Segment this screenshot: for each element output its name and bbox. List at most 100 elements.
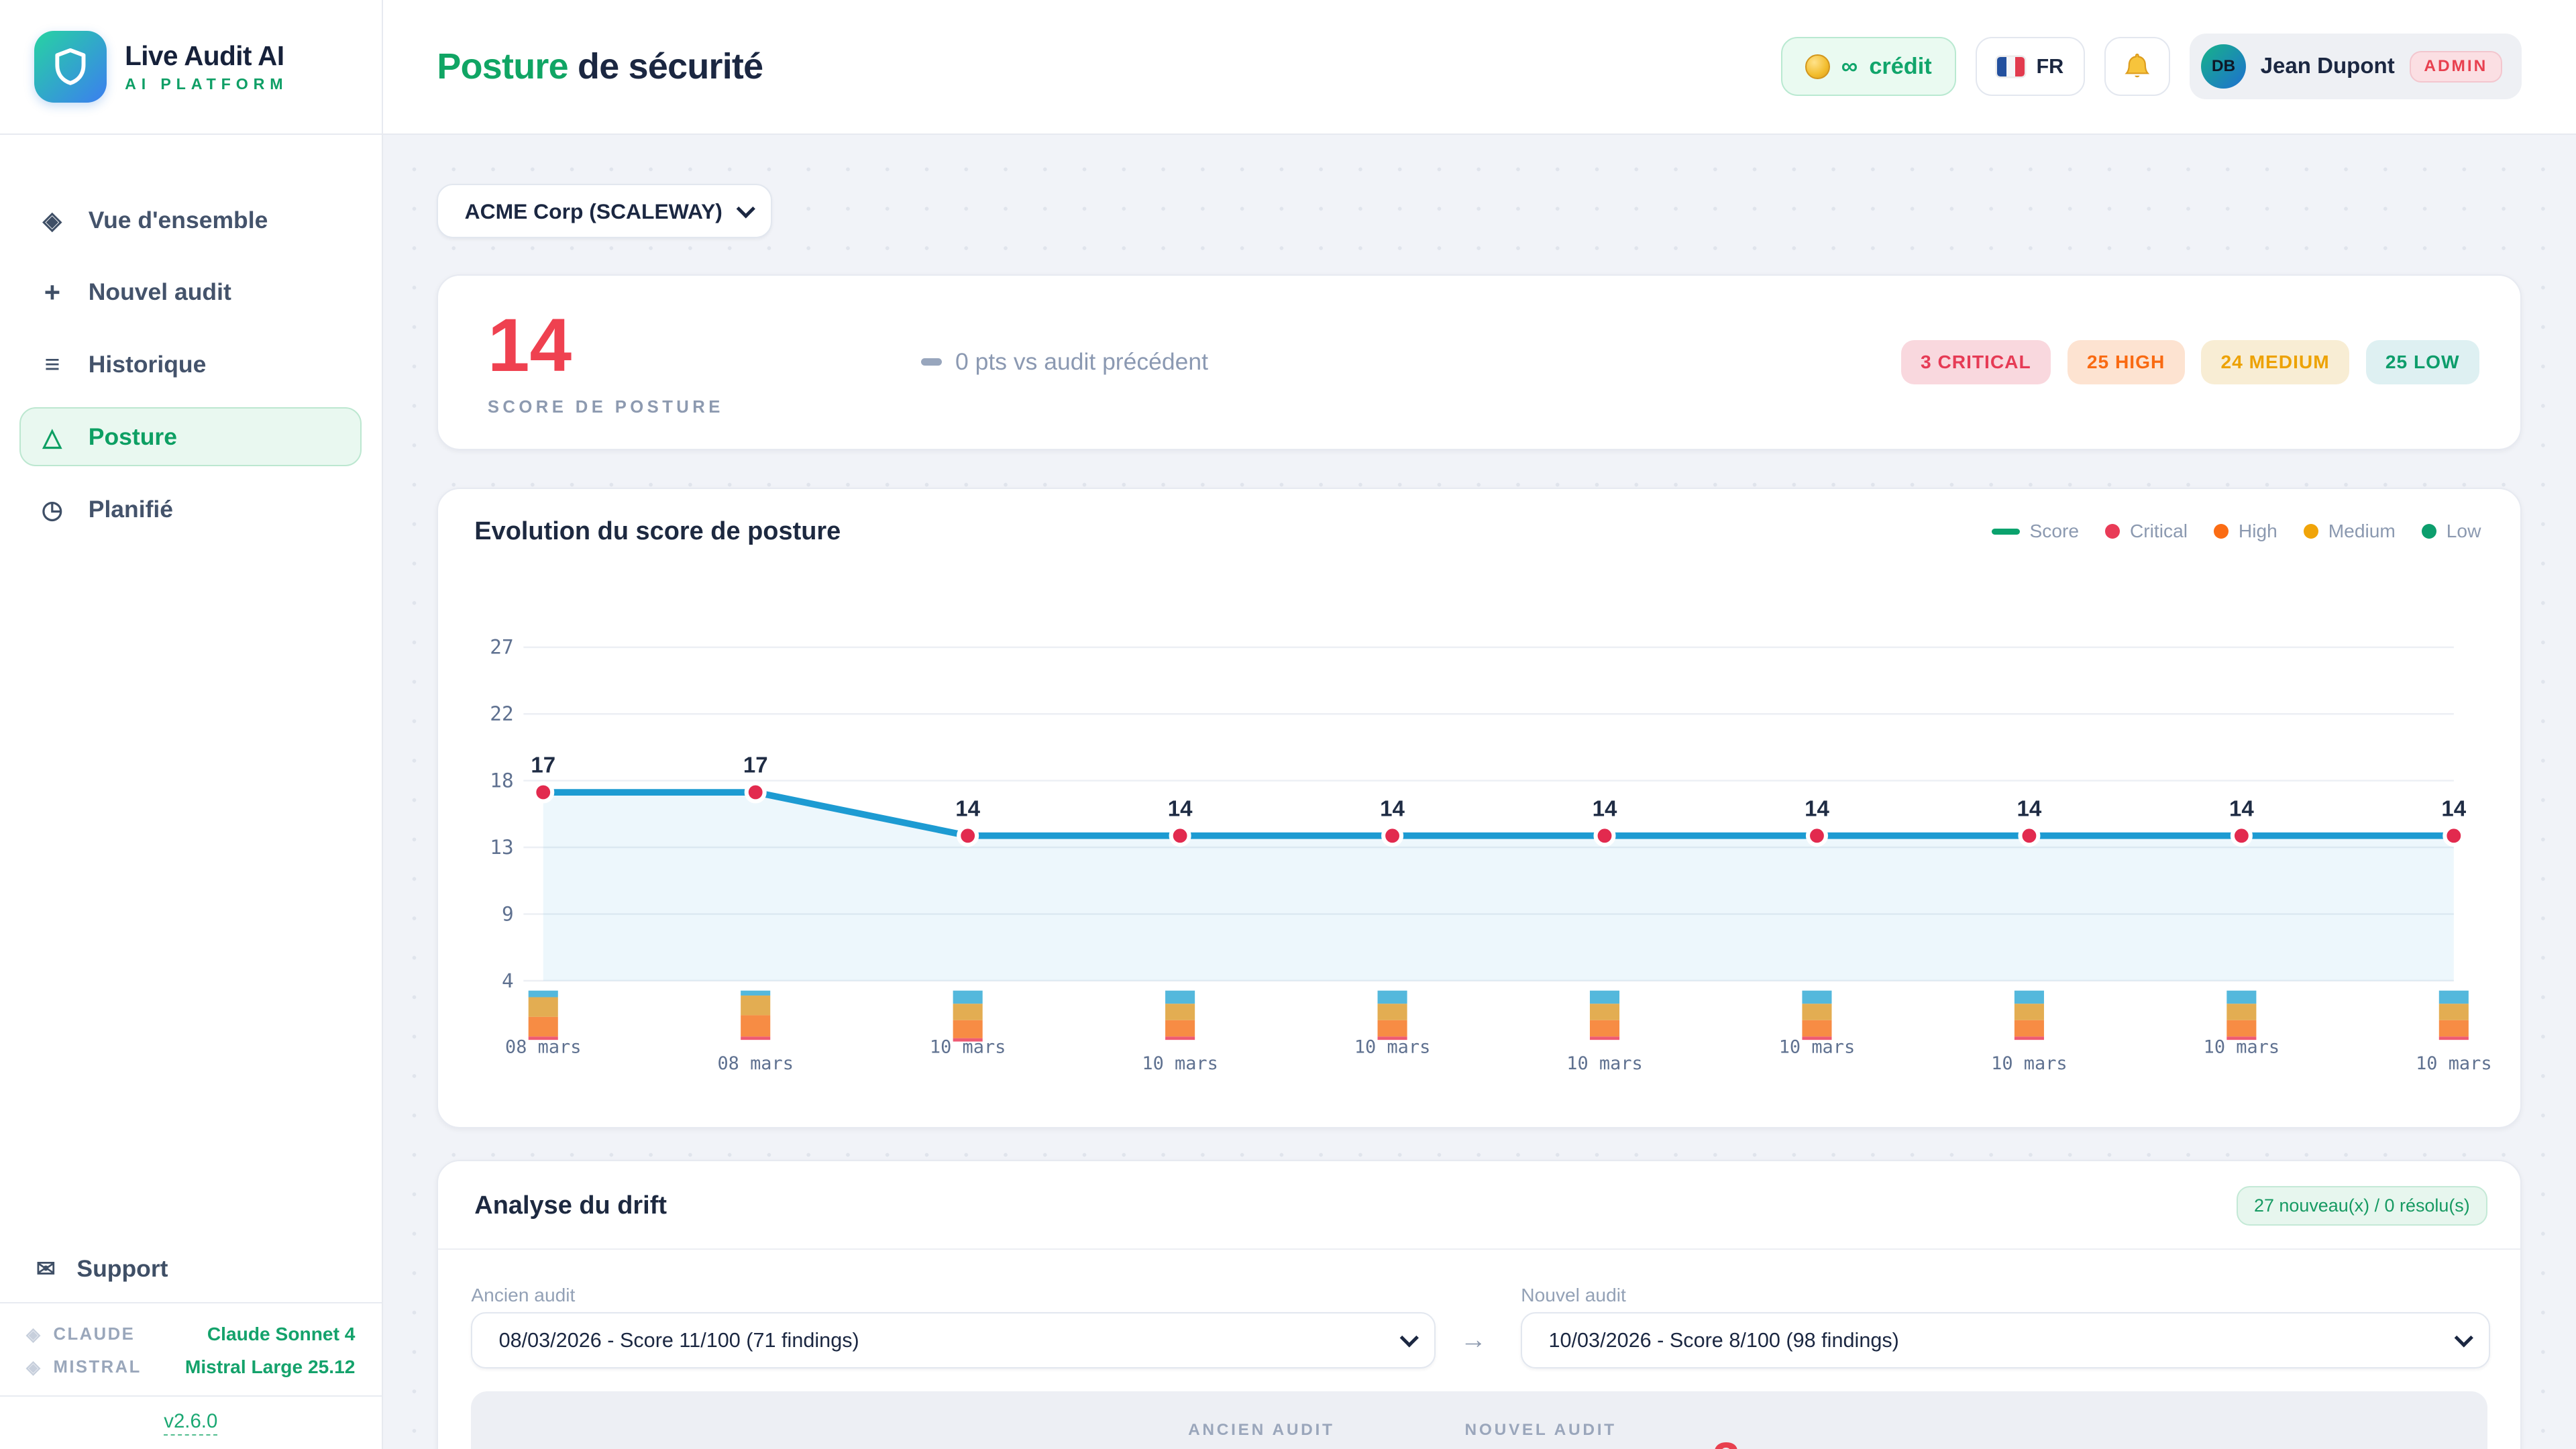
support-label: Support	[76, 1255, 168, 1283]
list-icon: ≡	[44, 350, 60, 379]
legend-item-high[interactable]: High	[2214, 521, 2277, 542]
notifications-button[interactable]	[2104, 37, 2170, 97]
svg-text:14: 14	[1805, 796, 1830, 821]
role-badge: ADMIN	[2409, 51, 2502, 83]
infinity-icon: ∞	[1841, 53, 1858, 79]
sidebar-item-label: Planifié	[88, 495, 174, 523]
drift-controls: Ancien audit Nouvel audit 08/03/2026 - S…	[438, 1250, 2520, 1397]
sidebar-item-label: Nouvel audit	[88, 278, 231, 306]
posture-evolution-card: Evolution du score de posture Score Criti…	[437, 488, 2522, 1129]
model-row-mistral: ◈ MISTRAL Mistral Large 25.12	[26, 1351, 355, 1384]
legend-label: Critical	[2129, 521, 2188, 542]
new-audit-column-header: NOUVEL AUDIT	[1464, 1420, 1617, 1439]
legend-item-medium[interactable]: Medium	[2304, 521, 2396, 542]
page-title-accent: Posture	[437, 46, 568, 87]
coin-icon	[1805, 54, 1830, 79]
page-title-rest: de sécurité	[568, 46, 763, 87]
organization-select[interactable]: ACME Corp (SCALEWAY)	[437, 184, 772, 239]
svg-text:14: 14	[2229, 796, 2254, 821]
old-audit-label: Ancien audit	[471, 1284, 576, 1305]
posture-score-label: SCORE DE POSTURE	[487, 397, 724, 417]
svg-text:10 mars: 10 mars	[1142, 1053, 1218, 1074]
svg-text:10 mars: 10 mars	[1992, 1053, 2068, 1074]
high-badge: 25 HIGH	[2067, 339, 2185, 385]
svg-text:14: 14	[2017, 796, 2042, 821]
svg-text:14: 14	[1593, 796, 1617, 821]
model-row-claude: ◈ CLAUDE Claude Sonnet 4	[26, 1318, 355, 1351]
model-info-panel: ◈ CLAUDE Claude Sonnet 4 ◈ MISTRAL Mistr…	[0, 1303, 382, 1395]
brand-logo[interactable]: Live Audit AI AI PLATFORM	[0, 0, 382, 135]
sidebar-bottom: ✉ Support ◈ CLAUDE Claude Sonnet 4 ◈ MIS…	[0, 1236, 382, 1449]
old-audit-select[interactable]: 08/03/2026 - Score 11/100 (71 findings)	[471, 1312, 1436, 1368]
user-name: Jean Dupont	[2260, 54, 2395, 79]
french-flag-icon	[1996, 56, 2025, 77]
legend-item-critical[interactable]: Critical	[2105, 521, 2188, 542]
model-provider: MISTRAL	[53, 1357, 142, 1377]
svg-text:14: 14	[956, 796, 981, 821]
svg-text:13: 13	[490, 835, 514, 858]
low-badge: 25 LOW	[2365, 339, 2479, 385]
new-audit-select[interactable]: 10/03/2026 - Score 8/100 (98 findings)	[1521, 1312, 2491, 1368]
svg-text:14: 14	[1381, 796, 1405, 821]
comparison-panel: ANCIEN AUDIT NOUVEL AUDIT -3	[471, 1391, 2488, 1449]
posture-score-card: 14 SCORE DE POSTURE 0 pts vs audit précé…	[437, 274, 2522, 450]
avatar: DB	[2201, 44, 2246, 89]
legend-item-low[interactable]: Low	[2422, 521, 2481, 542]
critical-badge: 3 CRITICAL	[1900, 339, 2051, 385]
diamond-icon: ◈	[26, 1356, 42, 1377]
bell-icon	[2125, 54, 2150, 78]
legend-item-score[interactable]: Score	[1992, 521, 2079, 542]
sidebar-item-planifie[interactable]: ◷ Planifié	[19, 480, 362, 539]
sidebar-item-support[interactable]: ✉ Support	[0, 1236, 382, 1302]
chart-title: Evolution du score de posture	[474, 517, 841, 545]
user-menu[interactable]: DB Jean Dupont ADMIN	[2190, 34, 2522, 100]
shield-logo-icon	[34, 30, 107, 103]
posture-score-chart[interactable]: 27 22 18 13 9 4 17 08 mars 17 08 mars 14 10 mars 14 1…	[438, 578, 2523, 1130]
legend-dot-swatch	[2214, 524, 2229, 539]
legend-label: Score	[2029, 521, 2080, 542]
main-content: ACME Corp (SCALEWAY) 14 SCORE DE POSTURE…	[382, 134, 2576, 1449]
divider	[0, 1301, 382, 1303]
credit-button[interactable]: ∞ crédit	[1780, 37, 1956, 97]
version-link[interactable]: v2.6.0	[164, 1410, 218, 1436]
score-delta-value: -3	[1697, 1431, 1740, 1449]
sidebar-item-nouvel-audit[interactable]: + Nouvel audit	[19, 263, 362, 322]
svg-text:10 mars: 10 mars	[2416, 1053, 2492, 1074]
plus-icon: +	[44, 276, 61, 308]
score-delta-text: 0 pts vs audit précédent	[955, 348, 1208, 376]
sidebar-item-vue-densemble[interactable]: ◈ Vue d'ensemble	[19, 191, 362, 250]
chart-legend: Score Critical High Medium Low	[1992, 521, 2481, 542]
divider	[438, 1248, 2521, 1250]
svg-text:27: 27	[490, 635, 514, 658]
svg-text:9: 9	[502, 902, 514, 925]
divider	[0, 1395, 382, 1397]
svg-text:10 mars: 10 mars	[930, 1036, 1006, 1057]
sidebar-item-label: Posture	[88, 423, 177, 450]
svg-text:10 mars: 10 mars	[1567, 1053, 1643, 1074]
language-button[interactable]: FR	[1976, 37, 2085, 97]
svg-text:17: 17	[743, 753, 768, 777]
sidebar-item-posture[interactable]: △ Posture	[19, 407, 362, 467]
chart-area: 27 22 18 13 9 4 17 08 mars 17 08 mars 14 10 mars 14 1…	[438, 578, 2520, 1128]
sidebar-item-historique[interactable]: ≡ Historique	[19, 335, 362, 394]
envelope-icon: ✉	[36, 1256, 56, 1282]
language-code: FR	[2036, 54, 2064, 78]
model-name: Claude Sonnet 4	[207, 1324, 356, 1345]
svg-text:14: 14	[2442, 796, 2467, 821]
dash-icon	[920, 358, 943, 366]
drift-analysis-card: Analyse du drift 27 nouveau(x) / 0 résol…	[437, 1159, 2522, 1449]
sidebar-nav: ◈ Vue d'ensemble + Nouvel audit ≡ Histor…	[0, 135, 382, 539]
credit-label: crédit	[1869, 53, 1932, 79]
arrow-right-icon: →	[1460, 1326, 1487, 1355]
svg-text:18: 18	[490, 769, 514, 792]
legend-line-swatch	[1992, 529, 2020, 535]
brand-subtitle: AI PLATFORM	[125, 74, 288, 93]
svg-text:08 mars: 08 mars	[718, 1053, 794, 1074]
legend-label: High	[2238, 521, 2277, 542]
legend-dot-swatch	[2422, 524, 2437, 539]
old-audit-column-header: ANCIEN AUDIT	[1188, 1420, 1335, 1439]
svg-text:22: 22	[490, 702, 514, 725]
timer-icon: ◷	[41, 495, 63, 523]
svg-text:10 mars: 10 mars	[2204, 1036, 2279, 1057]
